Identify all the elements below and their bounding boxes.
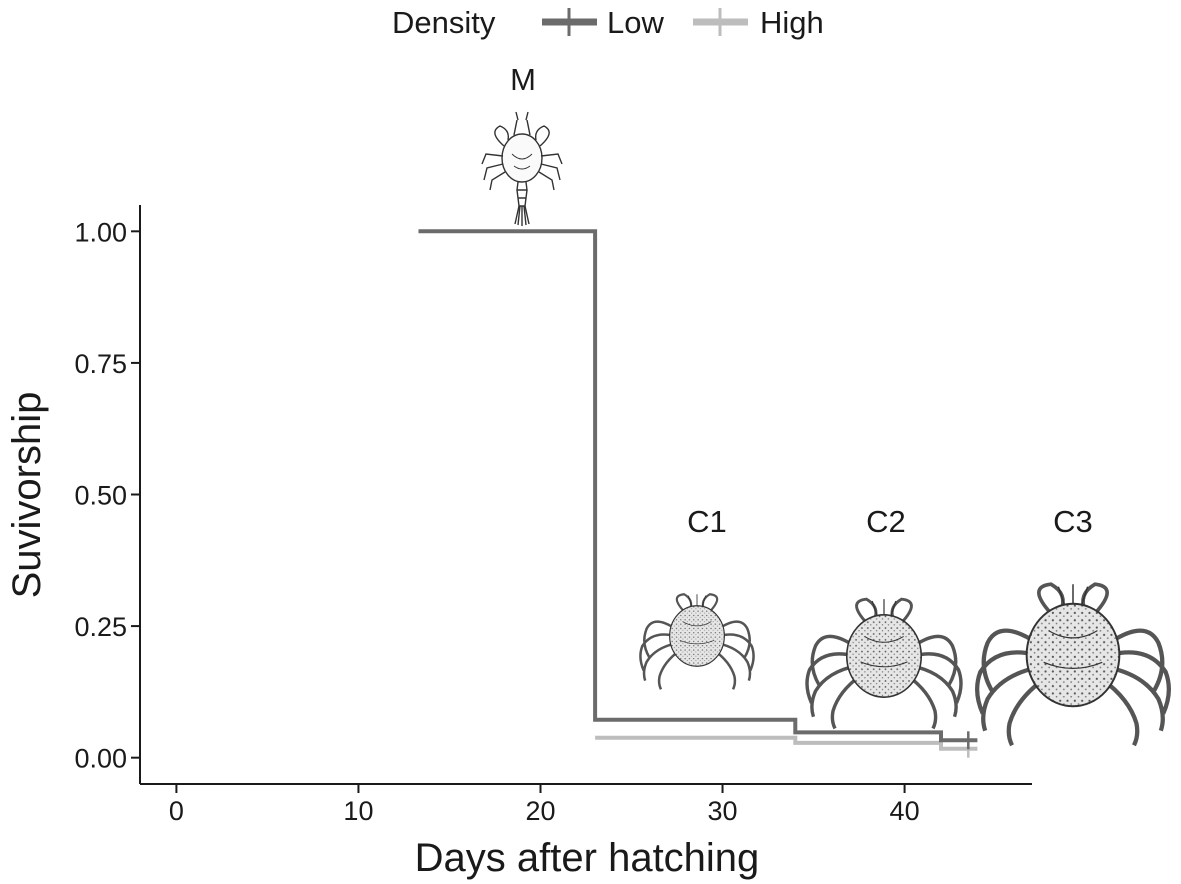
legend: Density Low High — [392, 5, 824, 40]
megalopa-larva-illustration — [481, 111, 563, 226]
crab-juvenile-large-illustration — [977, 584, 1169, 745]
y-tick-label: 0.50 — [74, 481, 127, 511]
series-layer — [418, 229, 978, 758]
y-axis-title: Suvivorship — [5, 392, 49, 599]
x-tick-label: 20 — [525, 796, 555, 826]
y-tick-label: 0.75 — [74, 349, 127, 379]
y-tick-label: 0.25 — [74, 612, 127, 642]
x-tick-label: 30 — [708, 796, 738, 826]
x-axis-ticks: 0 10 20 30 40 — [169, 784, 920, 826]
legend-entry-high: High — [693, 5, 824, 40]
series-line-high — [595, 735, 978, 751]
y-axis-ticks: 0.00 0.25 0.50 0.75 1.00 — [74, 217, 140, 774]
legend-entry-low: Low — [542, 5, 664, 40]
series-line-low — [418, 229, 978, 743]
legend-title: Density — [392, 5, 496, 40]
stage-label-c1: C1 — [687, 504, 727, 539]
stage-label-c2: C2 — [866, 504, 906, 539]
y-tick-label: 1.00 — [74, 217, 127, 247]
x-tick-label: 10 — [343, 796, 373, 826]
legend-label-high: High — [760, 5, 824, 40]
x-tick-label: 0 — [169, 796, 184, 826]
x-axis-title: Days after hatching — [415, 836, 760, 880]
x-tick-label: 40 — [890, 796, 920, 826]
legend-label-low: Low — [607, 5, 664, 40]
crab-juvenile-medium-illustration — [805, 597, 963, 731]
y-tick-label: 0.00 — [74, 744, 127, 774]
crab-juvenile-small-illustration — [639, 592, 755, 691]
stage-label-m: M — [510, 62, 536, 97]
stage-label-c3: C3 — [1053, 504, 1093, 539]
